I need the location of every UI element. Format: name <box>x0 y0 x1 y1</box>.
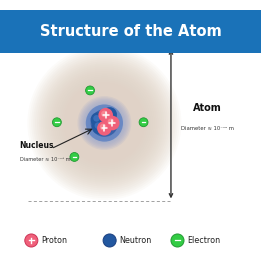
Circle shape <box>95 114 114 132</box>
Circle shape <box>86 86 94 95</box>
Circle shape <box>105 110 112 116</box>
Text: Atom: Atom <box>193 102 222 113</box>
Circle shape <box>83 101 126 144</box>
Circle shape <box>102 107 117 122</box>
Circle shape <box>51 69 158 177</box>
Circle shape <box>64 83 145 164</box>
Circle shape <box>91 109 118 137</box>
Circle shape <box>94 112 115 134</box>
Circle shape <box>91 112 105 127</box>
Circle shape <box>105 116 120 130</box>
Text: Electron: Electron <box>187 236 221 245</box>
Bar <box>0 10 261 53</box>
Circle shape <box>45 63 164 183</box>
Circle shape <box>70 153 79 161</box>
Circle shape <box>74 92 135 154</box>
Circle shape <box>37 56 172 190</box>
Circle shape <box>101 111 108 117</box>
Circle shape <box>84 103 124 143</box>
Circle shape <box>52 71 156 175</box>
Text: Proton: Proton <box>41 236 67 245</box>
Circle shape <box>103 234 116 247</box>
Circle shape <box>87 106 122 141</box>
Circle shape <box>43 61 166 185</box>
Circle shape <box>66 85 143 162</box>
Text: Nucleus: Nucleus <box>20 141 54 150</box>
Circle shape <box>62 81 147 165</box>
Circle shape <box>86 104 123 142</box>
Circle shape <box>91 109 118 137</box>
Circle shape <box>93 115 100 122</box>
Circle shape <box>99 118 110 129</box>
Circle shape <box>33 52 176 194</box>
Circle shape <box>25 234 38 247</box>
Circle shape <box>89 108 120 138</box>
Circle shape <box>97 115 112 131</box>
Circle shape <box>60 79 149 167</box>
Circle shape <box>56 75 152 171</box>
Circle shape <box>139 118 148 127</box>
Circle shape <box>75 94 133 152</box>
Circle shape <box>90 108 119 138</box>
Circle shape <box>78 96 131 150</box>
Circle shape <box>58 77 151 169</box>
Circle shape <box>93 111 116 135</box>
Circle shape <box>52 118 61 127</box>
Circle shape <box>98 108 113 123</box>
Circle shape <box>29 48 180 198</box>
Circle shape <box>83 102 126 144</box>
Circle shape <box>99 117 110 129</box>
Circle shape <box>92 120 106 134</box>
Circle shape <box>35 54 174 192</box>
Circle shape <box>100 124 106 130</box>
Circle shape <box>41 60 168 186</box>
Circle shape <box>79 97 130 149</box>
Circle shape <box>49 67 160 179</box>
Circle shape <box>96 115 112 131</box>
Circle shape <box>79 98 129 148</box>
Circle shape <box>72 90 137 156</box>
Circle shape <box>100 119 108 127</box>
Circle shape <box>171 234 184 247</box>
Circle shape <box>108 118 114 125</box>
Circle shape <box>81 100 127 146</box>
Circle shape <box>68 87 141 160</box>
Circle shape <box>70 88 139 158</box>
Circle shape <box>27 46 181 200</box>
Circle shape <box>31 50 177 196</box>
Circle shape <box>78 96 131 150</box>
Text: Neutron: Neutron <box>120 236 152 245</box>
Text: Diameter ≈ 10⁻¹⁰ m: Diameter ≈ 10⁻¹⁰ m <box>181 126 234 131</box>
Text: Diameter ≈ 10⁻¹⁵ m: Diameter ≈ 10⁻¹⁵ m <box>20 157 70 162</box>
Circle shape <box>80 99 129 147</box>
Circle shape <box>98 116 111 130</box>
Circle shape <box>87 106 122 140</box>
Text: Structure of the Atom: Structure of the Atom <box>40 24 221 39</box>
Circle shape <box>97 121 112 136</box>
Circle shape <box>88 107 121 139</box>
Circle shape <box>81 100 127 146</box>
Circle shape <box>103 121 106 125</box>
Circle shape <box>86 104 123 142</box>
Circle shape <box>39 58 170 188</box>
Circle shape <box>54 73 155 173</box>
Circle shape <box>103 122 106 124</box>
Circle shape <box>47 65 162 181</box>
Circle shape <box>102 120 107 126</box>
Circle shape <box>85 104 124 142</box>
Circle shape <box>94 122 101 129</box>
Circle shape <box>91 109 118 137</box>
Circle shape <box>95 113 114 133</box>
Circle shape <box>92 111 116 135</box>
Circle shape <box>100 119 108 127</box>
